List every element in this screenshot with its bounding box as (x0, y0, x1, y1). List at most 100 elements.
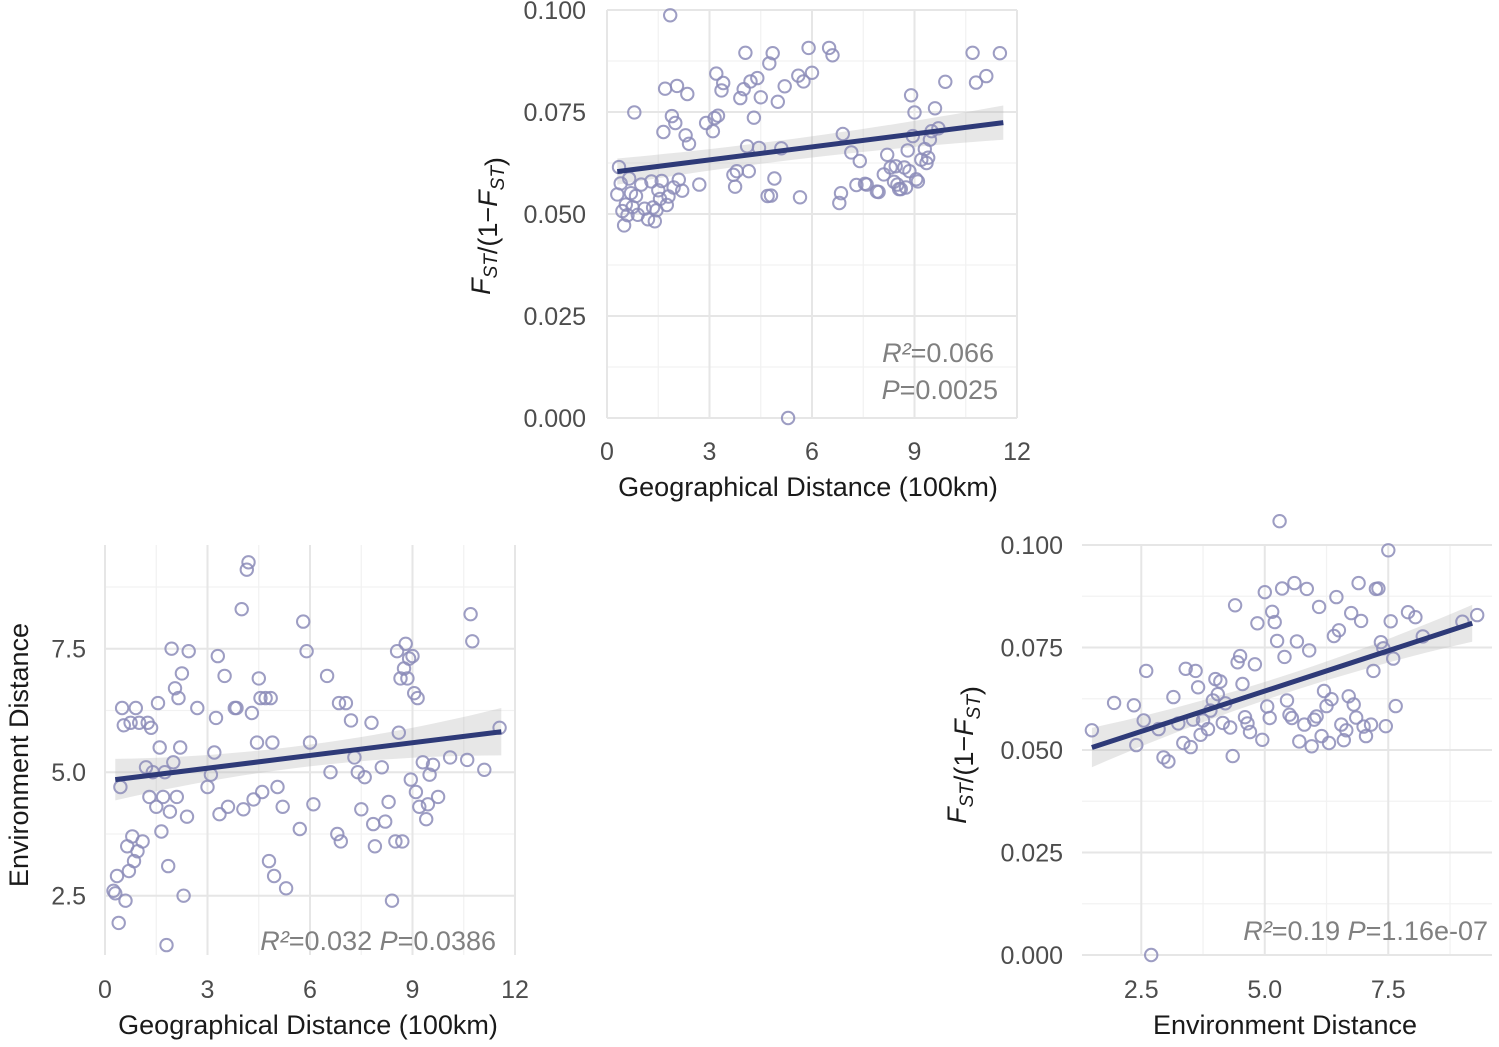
data-point (162, 804, 178, 819)
data-point (1255, 732, 1270, 747)
data-point (142, 789, 157, 805)
data-point (1129, 737, 1144, 753)
data-point (907, 105, 922, 120)
data-point (1383, 614, 1398, 629)
data-point (412, 799, 427, 814)
x-axis-title: Geographical Distance (100km) (118, 1010, 498, 1040)
data-point (1307, 712, 1322, 727)
data-point (849, 177, 864, 193)
data-point (1183, 739, 1198, 755)
data-point (419, 812, 434, 827)
data-point (844, 145, 859, 160)
data-point (1304, 739, 1319, 754)
data-point (400, 671, 415, 686)
data-point (743, 74, 758, 89)
r2-value: =0.066 (911, 338, 994, 368)
data-point (644, 174, 659, 189)
data-point (265, 735, 280, 750)
data-point (270, 779, 285, 795)
regression-lines (114, 729, 502, 783)
data-point (1190, 680, 1206, 695)
data-point (114, 700, 130, 716)
regression-lines (616, 120, 1004, 175)
data-point (1346, 697, 1361, 712)
p-label: P (882, 375, 900, 405)
y-tick-labels: 0.000 0.025 0.050 0.075 0.100 (523, 0, 586, 433)
data-point (118, 893, 133, 908)
data-point (171, 690, 186, 706)
data-point (909, 172, 924, 187)
data-point (234, 602, 249, 617)
data-point (1386, 651, 1401, 666)
data-point (253, 690, 268, 706)
data-point (1240, 716, 1255, 731)
data-point (770, 94, 785, 110)
data-point (968, 75, 984, 90)
r2-p-annotation: R²=0.032 P=0.0386 (260, 926, 496, 956)
data-point (415, 755, 430, 770)
data-point (746, 110, 762, 125)
data-point (323, 765, 338, 780)
x-axis-title: Geographical Distance (100km) (618, 472, 998, 502)
y-tick-label: 5.0 (51, 759, 86, 787)
data-point (408, 784, 424, 800)
data-point (733, 90, 748, 106)
data-point (357, 770, 372, 785)
y-tick-label: 7.5 (51, 636, 86, 664)
y-tick-label: 0.050 (1000, 737, 1063, 765)
data-point (108, 886, 123, 901)
data-point (821, 40, 837, 56)
data-point (1388, 698, 1403, 714)
y-tick-label: 0.100 (523, 0, 586, 25)
data-point (1366, 663, 1381, 679)
x-tick-labels: 2.5 5.0 7.5 (1124, 976, 1406, 1004)
data-point (1277, 649, 1292, 665)
regression-lines (1091, 620, 1474, 750)
data-point (859, 177, 874, 192)
data-point (1311, 599, 1327, 615)
data-point (1235, 676, 1250, 692)
data-point (796, 74, 811, 89)
data-point (727, 179, 743, 194)
panel-fst-vs-environment-distance: 0.000 0.025 0.050 0.075 0.100 2.5 5.0 7.5 Envi… (942, 514, 1492, 1040)
data-point (154, 824, 169, 839)
data-point (1265, 604, 1280, 619)
data-point (710, 108, 726, 123)
data-point (302, 735, 318, 750)
data-point (210, 648, 226, 664)
data-point (244, 705, 260, 721)
data-point (1356, 719, 1371, 734)
data-point (425, 757, 441, 772)
data-point (1227, 598, 1243, 613)
data-point (1324, 692, 1339, 707)
x-tick-label: 5.0 (1247, 976, 1282, 1004)
data-point (741, 164, 756, 179)
data-point (477, 762, 492, 777)
data-point (135, 834, 150, 849)
data-point (207, 745, 222, 760)
data-point (1230, 655, 1245, 670)
data-point (261, 853, 277, 869)
x-tick-label: 0 (98, 976, 112, 1004)
panel-fst-vs-geographical-distance: 0.000 0.025 0.050 0.075 0.100 0 3 6 9 12 Geograp… (466, 0, 1031, 502)
data-point (804, 65, 820, 81)
x-tick-label: 7.5 (1371, 976, 1406, 1004)
x-tick-label: 2.5 (1124, 976, 1159, 1004)
data-point (1242, 724, 1258, 740)
data-point (1136, 713, 1151, 728)
data-point (174, 666, 190, 681)
x-tick-labels: 0 3 6 9 12 (600, 438, 1031, 466)
data-point (640, 212, 656, 227)
data-point (657, 81, 673, 96)
data-point (1139, 663, 1154, 679)
data-point (152, 740, 167, 755)
p-value: =0.0025 (900, 375, 998, 405)
data-point (825, 48, 840, 63)
data-point (116, 718, 132, 733)
y-tick-label: 2.5 (51, 883, 86, 911)
data-point (634, 177, 649, 192)
data-point (239, 562, 255, 577)
x-tick-label: 3 (201, 976, 215, 1004)
data-point (395, 834, 410, 849)
data-point (1225, 748, 1240, 764)
